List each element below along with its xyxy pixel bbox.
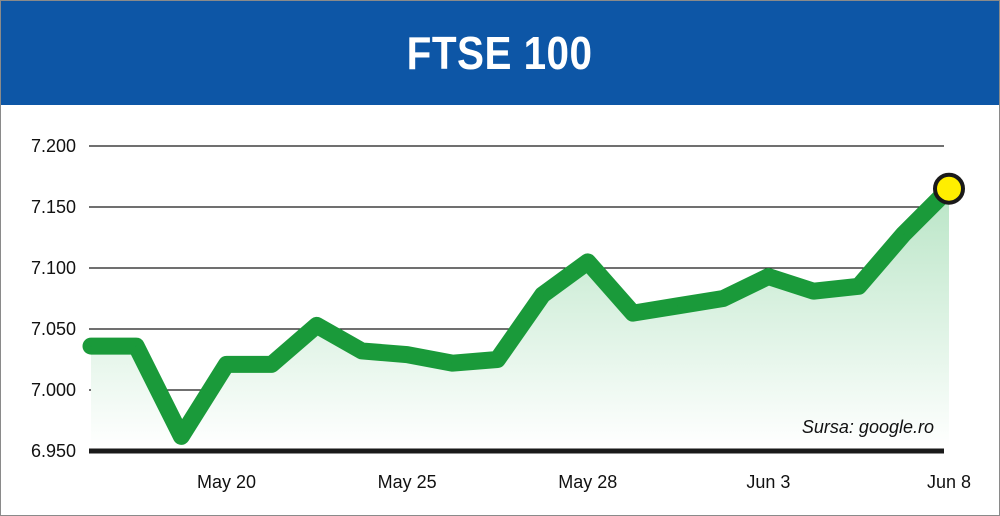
x-tick-label: May 25 bbox=[378, 472, 437, 492]
series-line bbox=[82, 180, 958, 445]
last-value-marker bbox=[933, 172, 965, 205]
data-point bbox=[270, 363, 273, 366]
data-point bbox=[677, 304, 680, 307]
x-tick-label: May 28 bbox=[558, 472, 617, 492]
data-point bbox=[496, 358, 499, 361]
x-tick-label: Jun 8 bbox=[927, 472, 971, 492]
data-point bbox=[225, 363, 228, 366]
data-point bbox=[722, 297, 725, 300]
data-point bbox=[406, 353, 409, 356]
data-point bbox=[90, 345, 92, 348]
chart-title: FTSE 100 bbox=[407, 27, 593, 79]
data-point bbox=[135, 345, 138, 348]
y-tick-label: 7.200 bbox=[31, 136, 76, 156]
data-point bbox=[631, 312, 634, 315]
y-tick-label: 6.950 bbox=[31, 441, 76, 461]
y-tick-label: 7.150 bbox=[31, 197, 76, 217]
source-note: Sursa: google.ro bbox=[802, 417, 934, 437]
chart-header: FTSE 100 bbox=[1, 1, 999, 105]
data-point bbox=[180, 435, 183, 438]
data-point bbox=[902, 232, 905, 235]
data-point bbox=[586, 260, 589, 263]
data-point bbox=[360, 349, 363, 352]
data-point bbox=[767, 275, 770, 278]
data-point bbox=[315, 324, 318, 327]
y-tick-label: 7.100 bbox=[31, 258, 76, 278]
data-point bbox=[857, 285, 860, 288]
y-tick-label: 7.000 bbox=[31, 380, 76, 400]
area-fill bbox=[91, 188, 949, 448]
x-tick-label: May 20 bbox=[197, 472, 256, 492]
y-tick-label: 7.050 bbox=[31, 319, 76, 339]
data-point bbox=[812, 290, 815, 293]
x-tick-label: Jun 3 bbox=[746, 472, 790, 492]
data-point bbox=[451, 362, 454, 365]
data-point bbox=[541, 293, 544, 296]
